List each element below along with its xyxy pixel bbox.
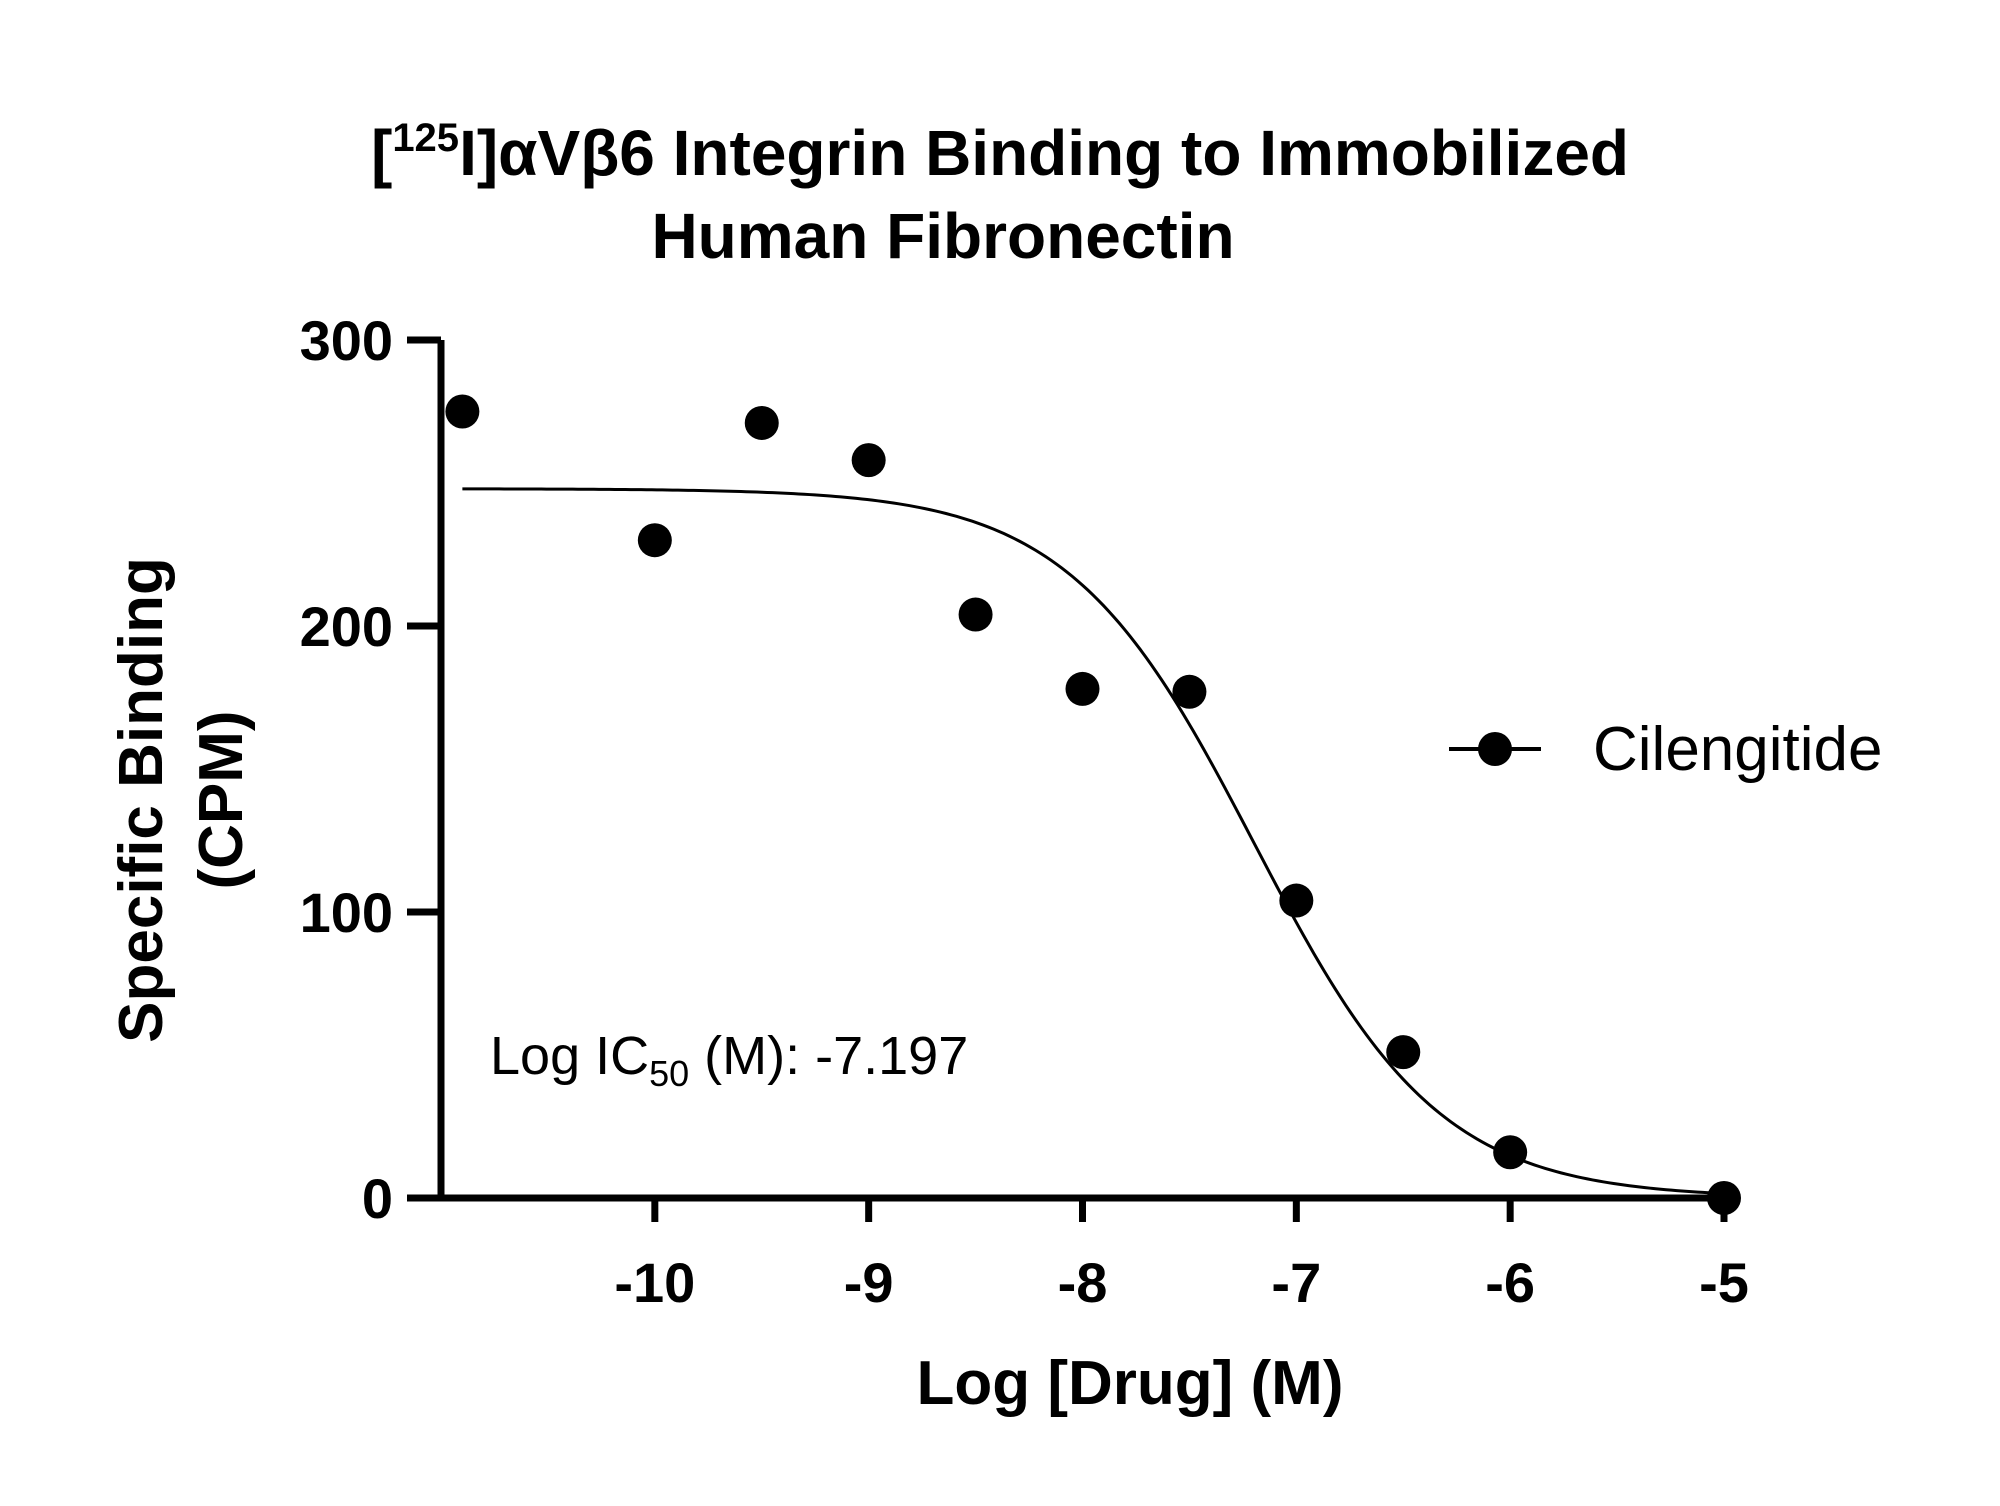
points-layer bbox=[445, 394, 1741, 1215]
title-prefix: [ bbox=[371, 117, 392, 189]
y-tick-label: 100 bbox=[300, 881, 393, 944]
y-axis-label-line2: (CPM) bbox=[187, 710, 256, 889]
chart-title-line2: Human Fibronectin bbox=[651, 200, 1234, 272]
data-point bbox=[1707, 1181, 1741, 1215]
data-point bbox=[445, 394, 480, 429]
legend-label-cilengitide: Cilengitide bbox=[1593, 715, 1883, 784]
ic50-prefix: Log IC bbox=[490, 1026, 649, 1086]
data-point bbox=[958, 597, 993, 632]
x-tick-label: -7 bbox=[1271, 1251, 1321, 1314]
data-point bbox=[1386, 1035, 1421, 1070]
y-tick-label: 200 bbox=[300, 595, 393, 658]
x-tick-label: -9 bbox=[844, 1251, 894, 1314]
data-point bbox=[1493, 1135, 1528, 1170]
data-point bbox=[1065, 671, 1100, 706]
title-superscript: 125 bbox=[392, 116, 459, 160]
chart-title-line1: [125I]αVβ6 Integrin Binding to Immobiliz… bbox=[371, 116, 1629, 189]
legend-marker-swatch bbox=[1478, 732, 1512, 766]
legend: Cilengitide bbox=[1449, 715, 1883, 784]
data-point bbox=[851, 443, 886, 478]
x-tick-label: -6 bbox=[1485, 1251, 1535, 1314]
data-point bbox=[1172, 674, 1207, 709]
x-axis-label: Log [Drug] (M) bbox=[917, 1349, 1344, 1418]
y-axis-label-line1: Specific Binding bbox=[107, 557, 176, 1043]
ic50-suffix: (M): -7.197 bbox=[689, 1026, 968, 1086]
ticks-layer: -10 -9 -8 -7 -6 -5 0 100 200 300 bbox=[300, 309, 1749, 1314]
y-tick-label: 0 bbox=[362, 1167, 393, 1230]
y-tick-label: 300 bbox=[300, 309, 393, 372]
data-point bbox=[744, 405, 779, 440]
ic50-annotation: Log IC50 (M): -7.197 bbox=[490, 1026, 968, 1094]
x-tick-label: -5 bbox=[1699, 1251, 1749, 1314]
ic50-subscript: 50 bbox=[649, 1053, 689, 1094]
data-point bbox=[637, 523, 672, 558]
title-line1-rest: I]αVβ6 Integrin Binding to Immobilized bbox=[459, 117, 1629, 189]
x-tick-label: -8 bbox=[1058, 1251, 1108, 1314]
x-tick-label: -10 bbox=[614, 1251, 695, 1314]
data-point bbox=[1279, 883, 1314, 918]
